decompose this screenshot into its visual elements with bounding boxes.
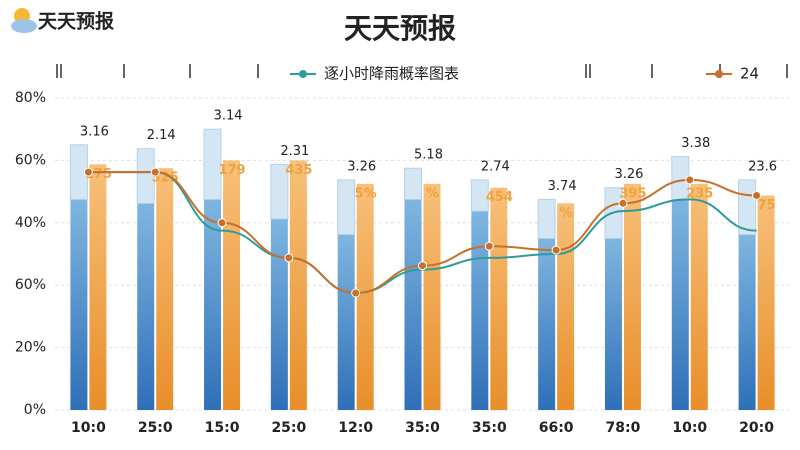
point xyxy=(351,288,361,298)
top-label: 5.18 xyxy=(414,148,443,163)
bar xyxy=(738,234,756,410)
y-tick-label: 20% xyxy=(15,340,46,356)
top-label: 23.6 xyxy=(748,159,777,174)
bar-label: 5% xyxy=(355,186,377,201)
x-tick-label: 25:0 xyxy=(138,420,173,436)
bar xyxy=(289,160,307,410)
bar xyxy=(223,160,241,410)
point xyxy=(217,218,227,228)
legend-label: 逐小时降雨概率图表 xyxy=(324,65,459,83)
y-tick-label: 0% xyxy=(24,402,46,418)
top-label: 3.38 xyxy=(681,136,710,151)
bar xyxy=(89,164,107,410)
bar-label: % xyxy=(426,186,439,201)
top-label: 2.74 xyxy=(481,159,510,174)
y-tick-label: 40% xyxy=(15,215,46,231)
point xyxy=(83,167,93,177)
x-tick-label: 10:0 xyxy=(672,420,707,436)
bar xyxy=(538,238,556,410)
bar-segment xyxy=(203,128,222,200)
top-label: 3.26 xyxy=(347,159,376,174)
x-tick-label: 15:0 xyxy=(205,420,240,436)
point xyxy=(752,191,762,200)
bar xyxy=(337,234,355,410)
top-label: 2.14 xyxy=(147,128,176,143)
y-tick-label: 60% xyxy=(15,277,46,293)
x-tick-label: 10:0 xyxy=(71,420,106,436)
logo-icon xyxy=(11,8,37,33)
x-tick-label: 66:0 xyxy=(539,420,574,436)
bar-segment xyxy=(404,167,422,200)
top-label: 3.26 xyxy=(614,167,643,182)
legend-marker xyxy=(299,70,307,78)
line xyxy=(88,171,757,295)
bar-label: 395 xyxy=(619,186,646,201)
bar xyxy=(70,199,88,410)
point xyxy=(418,261,427,271)
bar-segment xyxy=(270,163,289,220)
bar-label: 179 xyxy=(218,163,245,178)
bar-label: 435 xyxy=(285,163,312,178)
bar-segment xyxy=(470,179,489,212)
x-tick-label: 78:0 xyxy=(606,420,641,436)
bar xyxy=(671,199,689,410)
point xyxy=(284,253,294,263)
bar xyxy=(137,203,155,410)
bar xyxy=(270,218,288,410)
bar xyxy=(757,195,775,410)
logo-text: 天天预报 xyxy=(38,10,114,33)
top-label: 3.74 xyxy=(548,179,577,194)
bar xyxy=(423,183,441,410)
y-tick-label: 60% xyxy=(15,152,46,168)
bar xyxy=(471,211,489,410)
x-tick-label: 12:0 xyxy=(338,420,373,436)
bar-segment xyxy=(738,179,757,235)
bar-segment xyxy=(537,198,556,239)
point xyxy=(551,245,561,255)
top-label: 3.16 xyxy=(80,124,109,139)
point xyxy=(150,167,160,177)
top-label: 3.14 xyxy=(214,109,243,124)
point xyxy=(685,175,695,185)
legend-marker xyxy=(715,70,723,78)
bar xyxy=(490,187,508,410)
bar xyxy=(623,183,641,410)
bar xyxy=(690,183,708,410)
bar xyxy=(604,238,622,410)
bar xyxy=(557,203,575,410)
bar-label: 235 xyxy=(686,186,713,201)
line xyxy=(88,171,757,295)
bar-label: 454 xyxy=(486,190,513,205)
x-tick-label: 35:0 xyxy=(472,420,507,436)
bar-label: % xyxy=(560,206,573,221)
bar xyxy=(204,199,222,410)
x-tick-label: 35:0 xyxy=(405,420,440,436)
x-tick-label: 25:0 xyxy=(271,420,306,436)
bar xyxy=(156,168,174,410)
bar-label: 75 xyxy=(758,198,776,213)
x-tick-label: 20:0 xyxy=(739,420,774,436)
bar xyxy=(356,183,374,410)
top-label: 2.31 xyxy=(280,144,309,159)
point xyxy=(484,241,494,251)
legend-label: 24 xyxy=(740,65,759,83)
y-tick-label: 80% xyxy=(15,90,46,106)
point xyxy=(618,198,628,208)
bar xyxy=(404,199,422,410)
chart-title: 天天预报 xyxy=(344,12,456,45)
bar-segment xyxy=(337,179,356,235)
